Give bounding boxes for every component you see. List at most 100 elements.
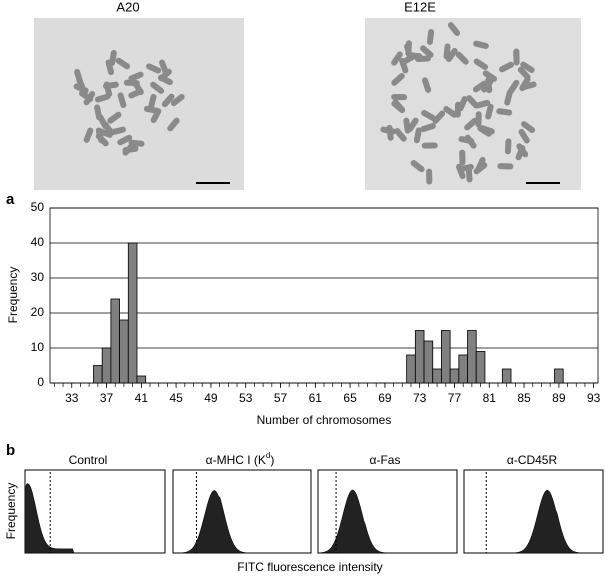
chromosome (94, 104, 103, 121)
bar (467, 330, 477, 384)
chromosome (426, 168, 433, 185)
chromosome (479, 125, 495, 135)
x-tick-label: 53 (239, 391, 253, 405)
chromosome (407, 117, 419, 132)
bar (475, 351, 486, 384)
chromosome (132, 80, 144, 96)
flow-y-label: Frequency (4, 483, 18, 540)
chromosome (128, 71, 144, 82)
chromosome (150, 81, 165, 94)
chromosome (413, 127, 422, 144)
chromosome (391, 93, 408, 101)
x-tick-label: 77 (448, 391, 462, 405)
chromosome (432, 110, 446, 124)
chromosome (485, 103, 494, 120)
chromosome (102, 121, 115, 136)
x-tick-label: 37 (100, 391, 114, 405)
chromosome (150, 108, 162, 124)
chromosome (391, 100, 406, 114)
x-tick-label: 89 (552, 391, 566, 405)
panel-label: a (6, 191, 15, 208)
chromosome (83, 127, 94, 143)
x-tick-label: 85 (517, 391, 531, 405)
y-tick-label: 40 (31, 235, 45, 249)
chromosome (504, 89, 513, 106)
chromosome (464, 134, 477, 149)
chromosome (481, 78, 494, 93)
chromosome (161, 93, 175, 108)
bar (501, 368, 512, 384)
y-tick-label: 0 (37, 375, 44, 389)
chromosome (472, 80, 488, 93)
chromosome (475, 111, 482, 128)
chromosome (122, 142, 136, 156)
chromosome (115, 57, 131, 70)
flow-histogram (24, 483, 165, 554)
chromosome (380, 126, 397, 135)
y-tick-label: 10 (31, 340, 45, 354)
chromosome (421, 109, 436, 121)
x-tick-label: 57 (274, 391, 288, 405)
bar (110, 298, 120, 384)
flow-histogram (464, 489, 603, 554)
chromosome (422, 77, 432, 93)
flow-histogram (172, 490, 311, 554)
flow-panels (24, 469, 604, 554)
flow-label: α-MHC I (Kd) (206, 451, 275, 467)
chromosome (410, 160, 425, 173)
chromosome (406, 52, 423, 60)
chromosome (158, 68, 172, 82)
chromosome (420, 123, 436, 132)
image-label: A20 (116, 0, 139, 14)
x-tick-label: 81 (483, 391, 497, 405)
image-label: E12E (404, 0, 436, 14)
chromosome (473, 162, 488, 175)
bar (423, 340, 434, 384)
y-tick-label: 20 (31, 305, 45, 319)
chromosome (519, 76, 531, 92)
x-tick-label: 65 (343, 391, 357, 405)
chromosome (148, 93, 157, 110)
chromosome (445, 47, 458, 63)
bar (101, 347, 112, 384)
x-tick-label: 45 (169, 391, 183, 405)
chromosome (499, 61, 514, 73)
flow-frame (172, 469, 312, 554)
bar (93, 365, 103, 384)
y-axis-label: Frequency (6, 267, 20, 324)
chromosome (399, 57, 409, 74)
chromosome (459, 149, 466, 166)
bar (414, 330, 425, 384)
bar (406, 354, 416, 384)
chromosome (520, 61, 535, 74)
chromosomes (73, 22, 537, 185)
chromosome (455, 51, 469, 65)
chromosome (421, 142, 438, 149)
chromosome (443, 106, 458, 118)
chromosome (521, 121, 536, 134)
chromosome (76, 76, 86, 92)
bar (136, 375, 147, 384)
bar (441, 330, 451, 384)
flow-label-sup: d (266, 451, 270, 460)
chromosome (447, 22, 461, 37)
chromosome (391, 51, 403, 66)
chromosome (482, 70, 498, 82)
chromosome (94, 93, 111, 103)
x-tick-label: 69 (378, 391, 392, 405)
chromosome (426, 28, 435, 45)
chromosome (167, 117, 180, 132)
y-tick-label: 30 (31, 270, 45, 284)
plot: 0 10 20 30 40 50 33 37 41 45 49 53 57 61 65 69 73 77 81 85 8… (31, 200, 601, 405)
chromosome (107, 111, 122, 124)
chromosome (516, 143, 529, 158)
bar (449, 368, 460, 384)
chromosome (513, 49, 520, 66)
bar (127, 242, 138, 384)
bar (458, 354, 468, 384)
chromosome (504, 138, 512, 155)
flow-frame (24, 469, 166, 554)
chromosome (473, 40, 489, 49)
x-tick-label: 41 (135, 391, 149, 405)
